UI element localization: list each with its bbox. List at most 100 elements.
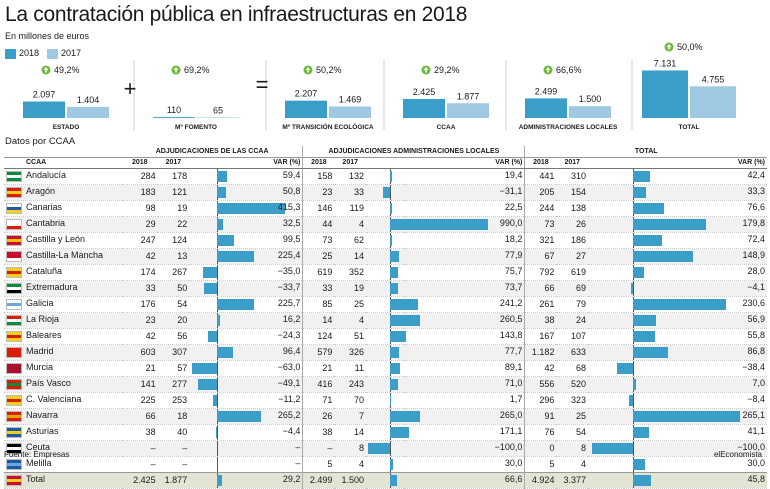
loc-var: 260,5 <box>366 312 525 328</box>
flag-icon <box>6 395 22 406</box>
total-var-label: 28,0 <box>747 266 765 276</box>
loc-var-bar: 22,5 <box>366 201 524 216</box>
total-2017: 323 <box>556 392 588 408</box>
flag-icon <box>6 187 22 198</box>
total-var: 72,4 <box>588 232 767 248</box>
var-bar <box>633 251 693 262</box>
total-var-bar: 179,8 <box>588 217 767 232</box>
ccaa-2018: 176 <box>122 296 158 312</box>
total-var-label: 55,8 <box>747 330 765 340</box>
loc-var-label: 22,5 <box>505 202 523 212</box>
total-2018: 556 <box>525 376 557 392</box>
total-2017: 69 <box>556 280 588 296</box>
bar-2017-5 <box>690 86 736 118</box>
region-label: C. Valenciana <box>26 394 81 404</box>
var-bar <box>390 331 407 342</box>
total-var: −8,4 <box>588 392 767 408</box>
region-label: País Vasco <box>26 378 71 388</box>
total-var-bar: 56,9 <box>588 313 767 328</box>
var-bar <box>633 171 650 182</box>
loc-var-label: 260,5 <box>500 314 523 324</box>
ccaa-table: ADJUDICACIONES DE LAS CCAA ADJUDICACIONE… <box>4 146 767 489</box>
total-var-bar: 33,3 <box>588 185 767 200</box>
col-b-2017: 2017 <box>334 157 366 168</box>
bar-2018-4 <box>525 98 567 118</box>
var-bar <box>633 427 650 438</box>
category-label-0: ESTADO <box>53 124 80 131</box>
bar-axis <box>390 441 391 456</box>
total-2017: 520 <box>556 376 588 392</box>
var-bar <box>217 219 222 230</box>
var-bar <box>390 251 399 262</box>
total-2017: 3.377 <box>556 472 588 488</box>
bar-axis <box>217 377 218 392</box>
loc-2018: 73 <box>303 232 335 248</box>
total-var-bar: 45,8 <box>588 473 767 488</box>
plus-operator: + <box>124 76 137 101</box>
loc-var: 77,7 <box>366 344 525 360</box>
loc-var-label: 77,7 <box>505 346 523 356</box>
loc-2017: 25 <box>334 296 366 312</box>
region-name: Galicia <box>4 296 122 312</box>
var-bar <box>213 395 218 406</box>
change-2: 50,2% <box>316 65 342 75</box>
loc-2017: 7 <box>334 408 366 424</box>
region-label: Murcia <box>26 362 53 372</box>
ccaa-2017: 50 <box>158 280 190 296</box>
loc-var-label: 265,0 <box>500 410 523 420</box>
bar-axis <box>633 361 634 376</box>
category-label-3: CCAA <box>437 124 456 131</box>
total-2018: 38 <box>525 312 557 328</box>
var-bar <box>383 187 390 198</box>
total-var-bar: 148,9 <box>588 249 767 264</box>
bar-axis <box>633 281 634 296</box>
total-2018: 167 <box>525 328 557 344</box>
ccaa-2018: – <box>122 440 158 456</box>
total-2017: 633 <box>556 344 588 360</box>
var-bar <box>390 379 398 390</box>
region-label: Canarias <box>26 202 62 212</box>
region-label: Extremadura <box>26 282 78 292</box>
var-bar <box>390 427 410 438</box>
total-var: 42,4 <box>588 168 767 184</box>
var-bar <box>390 219 488 230</box>
region-label: Madrid <box>26 346 54 356</box>
total-2018: 91 <box>525 408 557 424</box>
bar-axis <box>633 441 634 456</box>
loc-var-label: 990,0 <box>500 218 523 228</box>
loc-var: 22,5 <box>366 200 525 216</box>
ccaa-var: 59,4 <box>189 168 303 184</box>
category-label-4: ADMINISTRACIONES LOCALES <box>519 124 618 131</box>
var-bar <box>633 459 645 470</box>
region-label: Aragón <box>26 186 55 196</box>
ccaa-var-label: −24,3 <box>278 330 301 340</box>
region-name: C. Valenciana <box>4 392 122 408</box>
total-2018: 0 <box>525 440 557 456</box>
ccaa-var-bar: 99,5 <box>189 233 302 248</box>
region-label: Cantabria <box>26 218 65 228</box>
loc-2018: 158 <box>303 168 335 184</box>
region-name: Total <box>4 472 122 488</box>
flag-icon <box>6 219 22 230</box>
total-var: 86,8 <box>588 344 767 360</box>
col-b-2018: 2018 <box>303 157 335 168</box>
loc-var: 73,7 <box>366 280 525 296</box>
value-2017-5: 4.755 <box>702 74 725 84</box>
total-var: 28,0 <box>588 264 767 280</box>
region-name: País Vasco <box>4 376 122 392</box>
loc-2018: 416 <box>303 376 335 392</box>
total-var-label: 45,8 <box>747 474 765 484</box>
value-2017-1: 65 <box>213 105 223 115</box>
loc-var: 30,0 <box>366 456 525 472</box>
loc-var-label: 89,1 <box>505 362 523 372</box>
loc-var: 19,4 <box>366 168 525 184</box>
ccaa-var-label: −49,1 <box>278 378 301 388</box>
total-2017: 27 <box>556 248 588 264</box>
total-var-label: 41,1 <box>747 426 765 436</box>
flag-icon <box>6 315 22 326</box>
ccaa-var: – <box>189 456 303 472</box>
